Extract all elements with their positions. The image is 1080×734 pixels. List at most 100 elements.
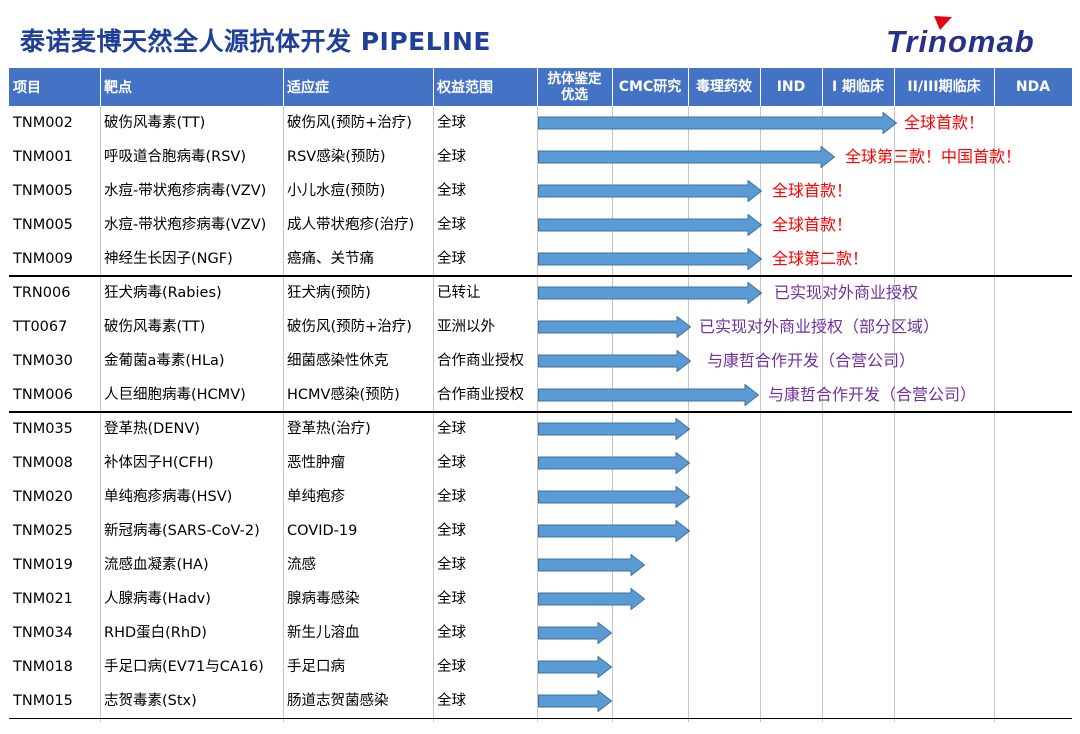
cell-indication: 癌痛、关节痛 [287,251,374,267]
header-cmc: CMC研究 [618,79,682,95]
cell-rights: 全球 [437,421,466,437]
partnership-note: 与康哲合作开发（合营公司） [768,385,977,404]
column-divider [994,68,995,722]
header-project: 项目 [13,80,41,96]
cell-project: TNM019 [13,557,73,573]
cell-project: TT0067 [13,319,68,335]
progress-arrow [538,622,612,644]
table-row: TNM019 流感血凝素(HA) 流感 全球 [9,548,1072,582]
progress-arrow [538,486,690,508]
milestone-note: 全球首款！ [772,215,853,234]
cell-indication: 新生儿溶血 [287,625,360,641]
header-divider [994,68,995,106]
cell-indication: 流感 [287,557,316,573]
cell-target: 呼吸道合胞病毒(RSV) [104,149,247,165]
cell-target: 单纯疱疹病毒(HSV) [104,489,233,505]
cell-project: TNM035 [13,421,73,437]
table-row: TNM005 水痘-带状疱疹病毒(VZV) 小儿水痘(预防) 全球 全球首款！ [9,174,1072,208]
header-divider [100,68,101,106]
table-row: TNM001 呼吸道合胞病毒(RSV) RSV感染(预防) 全球 全球第三款！中国首款！ [9,140,1072,174]
table-row: TT0067 破伤风毒素(TT) 破伤风(预防+治疗) 亚洲以外 已实现对外商业授权（部… [9,310,1072,344]
group-separator [9,411,1072,413]
table-row: TNM005 水痘-带状疱疹病毒(VZV) 成人带状疱疹(治疗) 全球 全球首款！ [9,208,1072,242]
progress-arrow [538,418,690,440]
cell-project: TNM001 [13,149,73,165]
column-divider [100,68,101,722]
cell-project: TNM025 [13,523,73,539]
cell-project: TNM009 [13,251,73,267]
table-row: TNM009 神经生长因子(NGF) 癌痛、关节痛 全球 全球第二款！ [9,242,1072,276]
table-row: TNM008 补体因子H(CFH) 恶性肿瘤 全球 [9,446,1072,480]
progress-arrow [538,282,762,304]
cell-indication: 单纯疱疹 [287,489,345,505]
cell-project: TNM018 [13,659,73,675]
header-phase1: I 期临床 [831,79,885,95]
cell-target: 补体因子H(CFH) [104,455,214,471]
cell-indication: 手足口病 [287,659,345,675]
header-divider [688,68,689,106]
cell-project: TNM005 [13,217,73,233]
cell-indication: HCMV感染(预防) [287,387,400,403]
cell-indication: 成人带状疱疹(治疗) [287,217,415,233]
table-row: TNM020 单纯疱疹病毒(HSV) 单纯疱疹 全球 [9,480,1072,514]
cell-indication: 狂犬病(预防) [287,285,371,301]
header-target: 靶点 [104,80,132,96]
cell-target: 金葡菌a毒素(HLa) [104,353,225,369]
cell-indication: 登革热(治疗) [287,421,371,437]
cell-rights: 全球 [437,217,466,233]
cell-project: TNM034 [13,625,73,641]
progress-arrow [538,656,612,678]
cell-rights: 合作商业授权 [437,387,524,403]
cell-rights: 亚洲以外 [437,319,495,335]
pipeline-table: 项目 靶点 适应症 权益范围 抗体鉴定优选 CMC研究 毒理药效 IND I 期临床 II/III… [9,68,1072,722]
logo-text: Trinomab [886,24,1035,59]
milestone-note: 全球第三款！中国首款！ [845,147,1022,166]
header-divider [822,68,823,106]
cell-rights: 全球 [437,455,466,471]
cell-indication: 恶性肿瘤 [287,455,345,471]
cell-target: 水痘-带状疱疹病毒(VZV) [104,217,267,233]
table-row: TNM018 手足口病(EV71与CA16) 手足口病 全球 [9,650,1072,684]
cell-indication: 破伤风(预防+治疗) [287,319,412,335]
cell-indication: 破伤风(预防+治疗) [287,115,412,131]
cell-rights: 全球 [437,693,466,709]
header-phase2-3: II/III期临床 [907,79,981,95]
header-divider [537,68,538,106]
cell-indication: RSV感染(预防) [287,149,386,165]
column-divider [283,68,284,722]
cell-target: 登革热(DENV) [104,421,200,437]
cell-rights: 全球 [437,591,466,607]
group-separator [9,275,1072,277]
header-divider [433,68,434,106]
cell-project: TNM021 [13,591,73,607]
header-toxicology: 毒理药效 [696,79,752,95]
progress-arrow [538,146,835,168]
header-rights: 权益范围 [437,80,493,96]
table-row: TNM021 人腺病毒(Hadv) 腺病毒感染 全球 [9,582,1072,616]
partnership-note: 与康哲合作开发（合营公司） [707,351,916,370]
header-divider [612,68,613,106]
group-separator [9,718,1072,719]
cell-rights: 全球 [437,523,466,539]
header-divider [760,68,761,106]
cell-target: 志贺毒素(Stx) [104,693,197,709]
column-divider [433,68,434,722]
cell-target: 人巨细胞病毒(HCMV) [104,387,246,403]
cell-rights: 全球 [437,183,466,199]
table-row: TNM006 人巨细胞病毒(HCMV) HCMV感染(预防) 合作商业授权 与康哲合作开… [9,378,1072,412]
cell-rights: 全球 [437,659,466,675]
column-divider [822,68,823,722]
table-row: TNM034 RHD蛋白(RhD) 新生儿溶血 全球 [9,616,1072,650]
cell-project: TNM015 [13,693,73,709]
cell-indication: 腺病毒感染 [287,591,360,607]
cell-rights: 全球 [437,251,466,267]
cell-project: TRN006 [13,285,71,301]
cell-target: 破伤风毒素(TT) [104,115,206,131]
cell-target: 神经生长因子(NGF) [104,251,233,267]
cell-target: 流感血凝素(HA) [104,557,209,573]
column-divider [894,68,895,722]
cell-rights: 全球 [437,115,466,131]
milestone-note: 全球首款！ [772,181,853,200]
header-ind: IND [776,79,806,95]
progress-arrow [538,690,612,712]
